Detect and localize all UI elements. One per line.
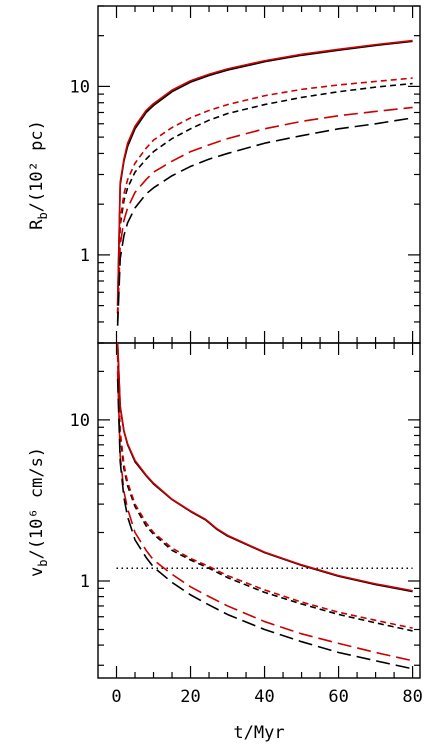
x-tick-labels: 0 20 40 60 80: [111, 687, 422, 707]
top-series-line-4: [116, 106, 413, 322]
top-series-line-5: [116, 117, 413, 326]
bottom-ticks: [98, 342, 420, 678]
bottom-series-line-5: [116, 371, 413, 662]
top-series: [116, 39, 413, 326]
top-ticks: [98, 5, 420, 344]
panel-top: 1 10 Rb/(10² pc): [27, 5, 421, 344]
x-tick-label: 40: [254, 687, 274, 707]
bottom-series-line-1: [116, 342, 413, 593]
panel-bottom: 1 10 0 20 40 60 80 vb/(10⁶ cm/s) t/Myr: [27, 342, 423, 743]
bottom-plot-frame: [97, 342, 421, 679]
x-tick-label: 60: [328, 687, 348, 707]
top-y-axis-title: Rb/(10² pc): [27, 120, 50, 230]
x-tick-label: 0: [111, 687, 121, 707]
bottom-series-line-2: [116, 342, 413, 592]
x-axis-title: t/Myr: [233, 723, 284, 743]
top-series-line-0: [116, 40, 413, 306]
top-plot-frame: [97, 5, 421, 344]
y-tick-label: 10: [70, 411, 90, 431]
y-tick-label: 1: [80, 572, 90, 592]
top-series-line-1: [116, 39, 413, 306]
y-tick-label: 1: [80, 246, 90, 266]
bottom-series: [116, 342, 413, 670]
x-tick-label: 20: [180, 687, 200, 707]
y-tick-label: 10: [70, 77, 90, 97]
top-y-tick-labels: 1 10: [70, 77, 90, 266]
x-tick-label: 80: [402, 687, 422, 707]
top-series-line-2: [116, 82, 413, 314]
top-series-line-3: [116, 77, 413, 314]
bottom-series-line-6: [116, 378, 413, 670]
bottom-y-axis-title: vb/(10⁶ cm/s): [27, 447, 50, 577]
bottom-y-tick-labels: 1 10: [70, 411, 90, 592]
